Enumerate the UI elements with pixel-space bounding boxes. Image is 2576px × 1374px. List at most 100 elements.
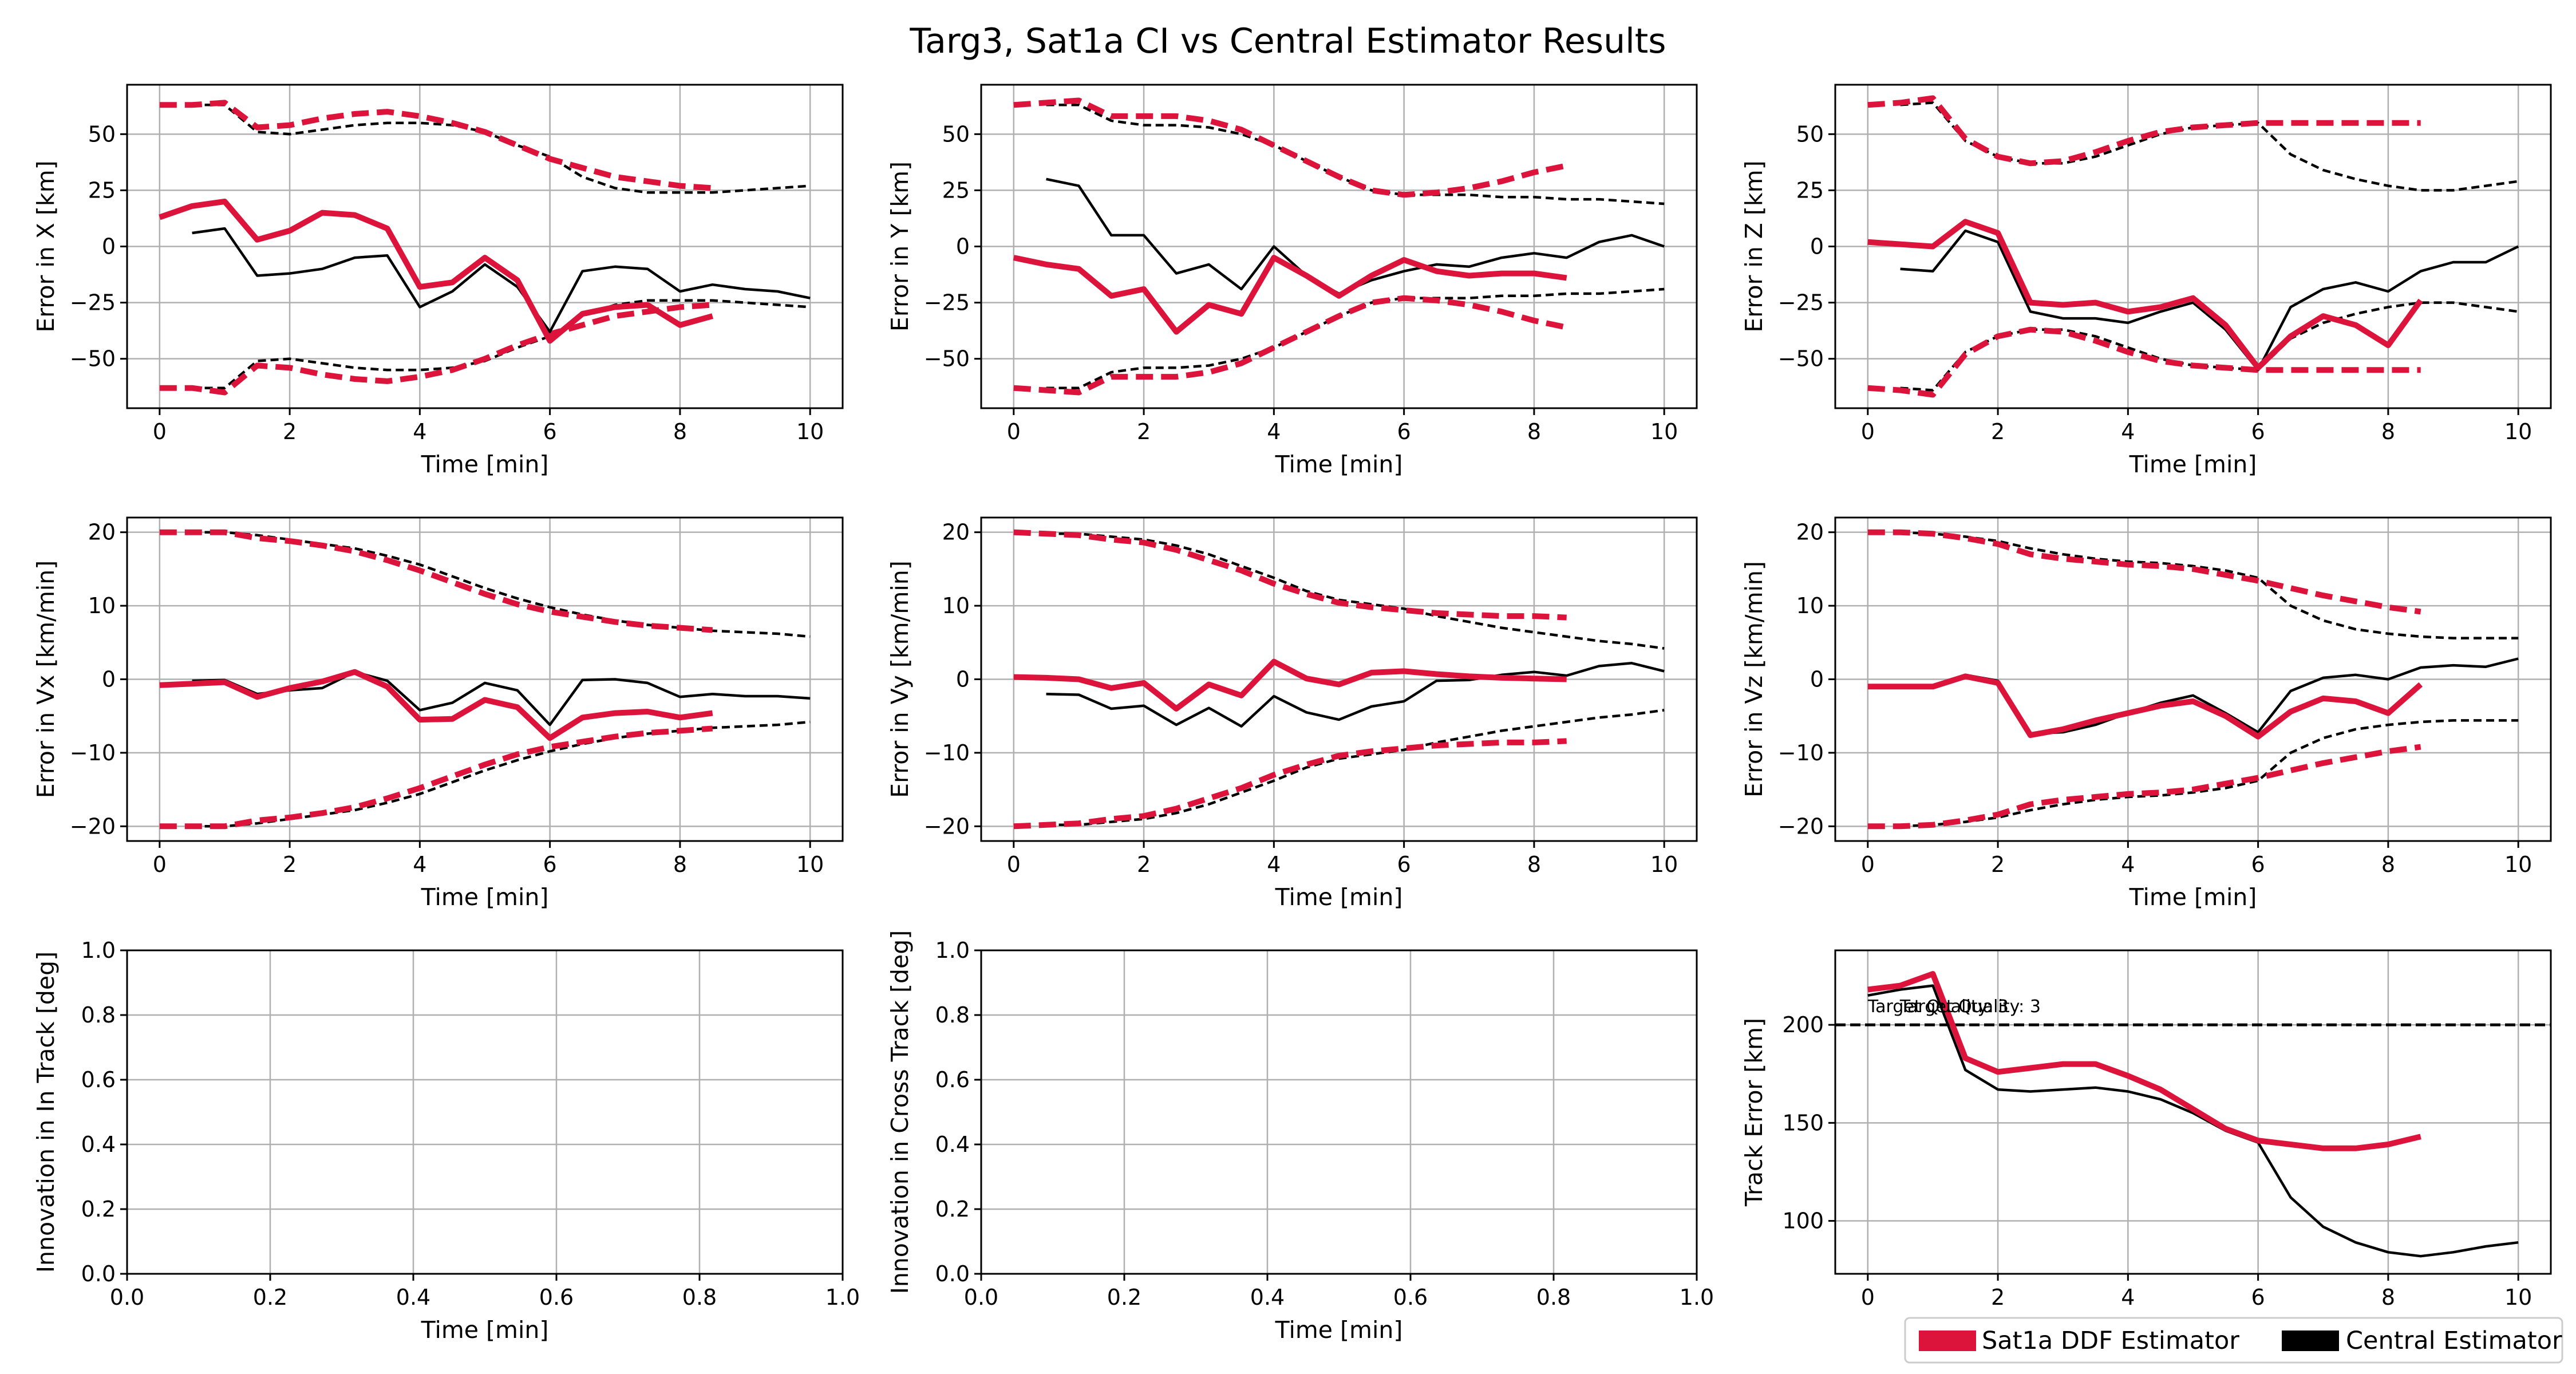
series-group — [159, 100, 811, 396]
x-tick-label: 6 — [543, 852, 557, 877]
x-tick-label: 4 — [413, 852, 426, 877]
x-tick-label: 0.2 — [1107, 1285, 1141, 1310]
y-tick-label: −50 — [1778, 346, 1824, 372]
ddf-error-line — [1867, 219, 2423, 371]
y-tick-label: 100 — [1782, 1209, 1824, 1234]
subplots-grid: 0 2 4 6 8 10 −50 −25 0 25 50 Time [min] Error in X [… — [32, 84, 2552, 1344]
ddf-bound-line — [159, 529, 713, 633]
legend-swatch-ddf — [1919, 1330, 1976, 1351]
y-tick-label: 20 — [942, 520, 970, 545]
target-quality-label: Target Quality: 3 — [1867, 997, 2009, 1017]
x-axis-label: Time [min] — [2129, 451, 2257, 478]
ddf-bound-line — [1013, 97, 1567, 198]
x-axis-label: Time [min] — [1275, 883, 1403, 911]
y-tick-label: 50 — [88, 121, 116, 147]
ddf-bound-line — [1013, 529, 1567, 621]
y-axis-label: Error in Y [km] — [886, 161, 914, 331]
ddf-error-line — [159, 199, 714, 344]
x-tick-label: 2 — [1137, 852, 1151, 877]
y-tick-label: 0.2 — [81, 1197, 116, 1222]
y-tick-label: 0 — [102, 667, 116, 692]
y-tick-label: 0.2 — [935, 1197, 970, 1222]
y-tick-label: 200 — [1782, 1012, 1824, 1037]
y-tick-label: 0.4 — [81, 1132, 116, 1157]
x-tick-label: 10 — [2504, 852, 2532, 877]
x-tick-label: 0 — [1861, 1285, 1875, 1310]
x-tick-label: 4 — [2121, 1285, 2135, 1310]
central-bound-line — [1046, 287, 1665, 389]
series-group — [159, 529, 811, 830]
y-tick-label: −20 — [70, 814, 116, 839]
ddf-bound-line — [159, 100, 713, 191]
ddf-error-line — [159, 669, 713, 741]
x-tick-label: 8 — [673, 852, 687, 877]
x-tick-label: 6 — [2251, 419, 2265, 444]
y-tick-label: −20 — [924, 814, 970, 839]
y-tick-label: 1.0 — [935, 938, 970, 963]
x-tick-label: 0 — [1861, 852, 1875, 877]
x-axis-label: Time [min] — [421, 883, 549, 911]
x-tick-label: 10 — [796, 419, 824, 444]
y-tick-label: 0.0 — [81, 1261, 116, 1286]
x-axis-label: Time [min] — [2129, 883, 2257, 911]
central-error-line — [192, 227, 811, 333]
y-tick-label: −10 — [70, 740, 116, 765]
y-tick-label: −25 — [70, 290, 116, 315]
y-tick-label: −50 — [924, 346, 970, 372]
y-axis-label: Innovation in In Track [deg] — [32, 951, 60, 1273]
x-tick-label: 0 — [1007, 852, 1021, 877]
x-tick-label: 10 — [1650, 852, 1678, 877]
y-axis-label: Innovation in Cross Track [deg] — [886, 930, 914, 1294]
x-tick-label: 1.0 — [1680, 1285, 1714, 1310]
central-error-line — [1046, 662, 1665, 728]
x-tick-label: 0.8 — [682, 1285, 717, 1310]
ddf-bound-line — [1867, 529, 2421, 615]
series-group — [1013, 529, 1665, 830]
subplot-3: 0 2 4 6 8 10 −50 −25 0 25 50 Time [min] Error in Z [… — [1740, 84, 2552, 478]
x-tick-label: 8 — [673, 419, 687, 444]
ddf-error-line — [1013, 658, 1567, 712]
x-axis-label: Time [min] — [1275, 1316, 1403, 1344]
y-axis-label: Error in Vx [km/min] — [32, 560, 60, 799]
ddf-bound-line — [1867, 95, 2421, 167]
central-bound-line — [1900, 101, 2519, 192]
y-tick-label: 0 — [956, 234, 970, 259]
x-tick-label: 4 — [1267, 852, 1281, 877]
legend-label-ddf: Sat1a DDF Estimator — [1982, 1326, 2239, 1355]
legend-frame — [1904, 1317, 2563, 1364]
x-axis-label: Time [min] — [421, 451, 549, 478]
y-tick-label: 10 — [88, 593, 116, 618]
y-tick-label: −10 — [924, 740, 970, 765]
y-tick-label: 0.8 — [935, 1002, 970, 1028]
x-tick-label: 2 — [1991, 852, 2005, 877]
subplot-4: 0 2 4 6 8 10 −20 −10 0 10 20 Time [min] Error in Vx … — [32, 516, 844, 911]
x-axis-label: Time [min] — [421, 1316, 549, 1344]
y-tick-label: −20 — [1778, 814, 1824, 839]
x-tick-label: 10 — [2504, 419, 2532, 444]
subplot-1: 0 2 4 6 8 10 −50 −25 0 25 50 Time [min] Error in X [… — [32, 84, 844, 478]
y-tick-label: 1.0 — [81, 938, 116, 963]
x-tick-label: 2 — [1991, 1285, 2005, 1310]
x-tick-label: 0.0 — [110, 1285, 144, 1310]
x-tick-label: 10 — [1650, 419, 1678, 444]
ddf-bound-line — [1013, 295, 1567, 396]
y-tick-label: 0 — [1810, 234, 1824, 259]
y-tick-label: 0 — [102, 234, 116, 259]
central-bound-line — [1046, 532, 1665, 650]
central-error-line — [1900, 229, 2519, 372]
y-tick-label: −50 — [70, 346, 116, 372]
x-tick-label: 10 — [796, 852, 824, 877]
x-tick-label: 0.8 — [1536, 1285, 1571, 1310]
y-tick-label: 0 — [956, 667, 970, 692]
x-axis-label: Time [min] — [1275, 451, 1403, 478]
y-tick-label: 25 — [1796, 177, 1824, 203]
series-group — [1867, 95, 2519, 398]
x-tick-label: 0 — [153, 852, 167, 877]
x-tick-label: 4 — [2121, 419, 2135, 444]
x-tick-label: 6 — [1397, 852, 1411, 877]
y-tick-label: 50 — [1796, 121, 1824, 147]
subplot-7: 0.0 0.2 0.4 0.6 0.8 1.0 0.0 0.2 0.4 0.6 0.8 1.0 Time… — [32, 938, 860, 1344]
x-tick-label: 2 — [283, 852, 297, 877]
y-tick-label: 20 — [88, 520, 116, 545]
